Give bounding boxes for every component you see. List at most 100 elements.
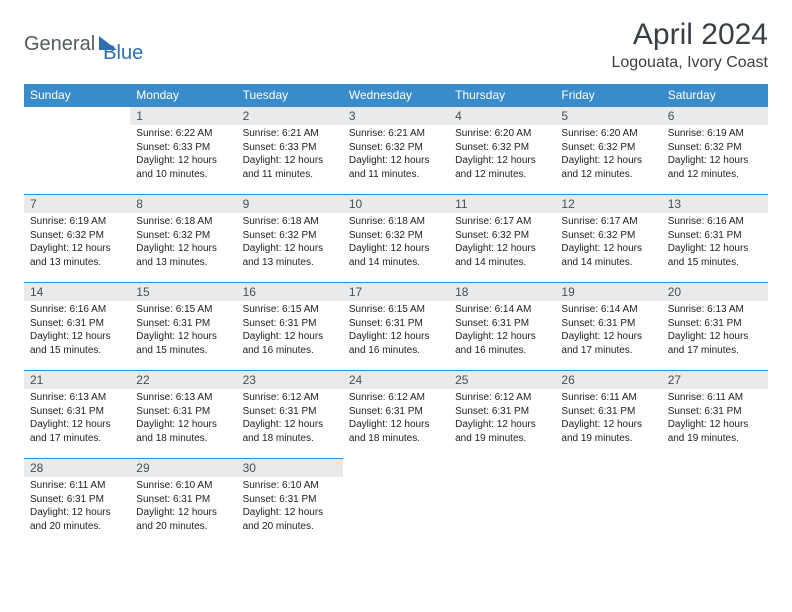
day-number: 22 <box>130 371 236 389</box>
day-number: 9 <box>237 195 343 213</box>
sunset-text: Sunset: 6:32 PM <box>243 229 337 243</box>
sunset-text: Sunset: 6:32 PM <box>455 141 549 155</box>
day-number: 24 <box>343 371 449 389</box>
sunrise-text: Sunrise: 6:14 AM <box>561 303 655 317</box>
calendar-cell <box>662 459 768 547</box>
page-title: April 2024 <box>611 18 768 52</box>
day-details: Sunrise: 6:11 AMSunset: 6:31 PMDaylight:… <box>662 389 768 449</box>
daylight-text: Daylight: 12 hours and 16 minutes. <box>349 330 443 357</box>
sunset-text: Sunset: 6:32 PM <box>349 229 443 243</box>
calendar-cell: 23Sunrise: 6:12 AMSunset: 6:31 PMDayligh… <box>237 371 343 459</box>
day-number: 10 <box>343 195 449 213</box>
calendar-cell: 30Sunrise: 6:10 AMSunset: 6:31 PMDayligh… <box>237 459 343 547</box>
day-number: 6 <box>662 107 768 125</box>
daylight-text: Daylight: 12 hours and 15 minutes. <box>668 242 762 269</box>
sunset-text: Sunset: 6:33 PM <box>243 141 337 155</box>
calendar-cell: 5Sunrise: 6:20 AMSunset: 6:32 PMDaylight… <box>555 107 661 195</box>
day-details: Sunrise: 6:20 AMSunset: 6:32 PMDaylight:… <box>449 125 555 185</box>
day-details: Sunrise: 6:17 AMSunset: 6:32 PMDaylight:… <box>449 213 555 273</box>
calendar-cell: 10Sunrise: 6:18 AMSunset: 6:32 PMDayligh… <box>343 195 449 283</box>
calendar-cell: 18Sunrise: 6:14 AMSunset: 6:31 PMDayligh… <box>449 283 555 371</box>
sunset-text: Sunset: 6:32 PM <box>561 141 655 155</box>
weekday-header: Sunday <box>24 84 130 107</box>
calendar-cell: 19Sunrise: 6:14 AMSunset: 6:31 PMDayligh… <box>555 283 661 371</box>
sunrise-text: Sunrise: 6:11 AM <box>561 391 655 405</box>
sunrise-text: Sunrise: 6:15 AM <box>243 303 337 317</box>
sunrise-text: Sunrise: 6:18 AM <box>349 215 443 229</box>
calendar-cell: 3Sunrise: 6:21 AMSunset: 6:32 PMDaylight… <box>343 107 449 195</box>
sunrise-text: Sunrise: 6:10 AM <box>243 479 337 493</box>
weekday-header-row: SundayMondayTuesdayWednesdayThursdayFrid… <box>24 84 768 107</box>
daylight-text: Daylight: 12 hours and 18 minutes. <box>243 418 337 445</box>
day-number: 23 <box>237 371 343 389</box>
sunrise-text: Sunrise: 6:21 AM <box>243 127 337 141</box>
sunrise-text: Sunrise: 6:21 AM <box>349 127 443 141</box>
sunset-text: Sunset: 6:31 PM <box>349 317 443 331</box>
day-number: 5 <box>555 107 661 125</box>
daylight-text: Daylight: 12 hours and 17 minutes. <box>30 418 124 445</box>
sunrise-text: Sunrise: 6:12 AM <box>455 391 549 405</box>
sunset-text: Sunset: 6:32 PM <box>668 141 762 155</box>
day-details: Sunrise: 6:18 AMSunset: 6:32 PMDaylight:… <box>130 213 236 273</box>
daylight-text: Daylight: 12 hours and 19 minutes. <box>455 418 549 445</box>
calendar-cell: 6Sunrise: 6:19 AMSunset: 6:32 PMDaylight… <box>662 107 768 195</box>
day-details: Sunrise: 6:22 AMSunset: 6:33 PMDaylight:… <box>130 125 236 185</box>
day-number: 29 <box>130 459 236 477</box>
sunset-text: Sunset: 6:31 PM <box>455 405 549 419</box>
weekday-header: Monday <box>130 84 236 107</box>
sunrise-text: Sunrise: 6:16 AM <box>30 303 124 317</box>
day-details: Sunrise: 6:18 AMSunset: 6:32 PMDaylight:… <box>237 213 343 273</box>
daylight-text: Daylight: 12 hours and 20 minutes. <box>30 506 124 533</box>
day-details: Sunrise: 6:18 AMSunset: 6:32 PMDaylight:… <box>343 213 449 273</box>
day-number: 3 <box>343 107 449 125</box>
calendar-cell: 27Sunrise: 6:11 AMSunset: 6:31 PMDayligh… <box>662 371 768 459</box>
day-number: 11 <box>449 195 555 213</box>
daylight-text: Daylight: 12 hours and 15 minutes. <box>30 330 124 357</box>
day-number: 1 <box>130 107 236 125</box>
sunset-text: Sunset: 6:32 PM <box>349 141 443 155</box>
sunrise-text: Sunrise: 6:10 AM <box>136 479 230 493</box>
day-number: 16 <box>237 283 343 301</box>
daylight-text: Daylight: 12 hours and 13 minutes. <box>30 242 124 269</box>
calendar-cell: 25Sunrise: 6:12 AMSunset: 6:31 PMDayligh… <box>449 371 555 459</box>
daylight-text: Daylight: 12 hours and 16 minutes. <box>455 330 549 357</box>
day-number: 12 <box>555 195 661 213</box>
calendar-cell <box>555 459 661 547</box>
day-number: 17 <box>343 283 449 301</box>
daylight-text: Daylight: 12 hours and 16 minutes. <box>243 330 337 357</box>
calendar-cell: 4Sunrise: 6:20 AMSunset: 6:32 PMDaylight… <box>449 107 555 195</box>
day-number: 19 <box>555 283 661 301</box>
day-details: Sunrise: 6:13 AMSunset: 6:31 PMDaylight:… <box>662 301 768 361</box>
day-number: 15 <box>130 283 236 301</box>
sunset-text: Sunset: 6:31 PM <box>668 317 762 331</box>
calendar-week-row: 21Sunrise: 6:13 AMSunset: 6:31 PMDayligh… <box>24 371 768 459</box>
sunset-text: Sunset: 6:31 PM <box>30 493 124 507</box>
daylight-text: Daylight: 12 hours and 14 minutes. <box>455 242 549 269</box>
header: General Blue April 2024 Logouata, Ivory … <box>24 18 768 72</box>
day-details: Sunrise: 6:11 AMSunset: 6:31 PMDaylight:… <box>24 477 130 537</box>
sunset-text: Sunset: 6:31 PM <box>243 493 337 507</box>
day-details: Sunrise: 6:19 AMSunset: 6:32 PMDaylight:… <box>24 213 130 273</box>
day-details: Sunrise: 6:15 AMSunset: 6:31 PMDaylight:… <box>343 301 449 361</box>
sunrise-text: Sunrise: 6:17 AM <box>455 215 549 229</box>
brand-logo: General Blue <box>24 18 143 65</box>
sunset-text: Sunset: 6:31 PM <box>668 405 762 419</box>
sunrise-text: Sunrise: 6:16 AM <box>668 215 762 229</box>
sunset-text: Sunset: 6:31 PM <box>668 229 762 243</box>
brand-text-1: General <box>24 33 95 56</box>
sunrise-text: Sunrise: 6:22 AM <box>136 127 230 141</box>
calendar-week-row: 14Sunrise: 6:16 AMSunset: 6:31 PMDayligh… <box>24 283 768 371</box>
calendar-cell: 24Sunrise: 6:12 AMSunset: 6:31 PMDayligh… <box>343 371 449 459</box>
calendar-cell: 26Sunrise: 6:11 AMSunset: 6:31 PMDayligh… <box>555 371 661 459</box>
sunset-text: Sunset: 6:31 PM <box>136 317 230 331</box>
weekday-header: Saturday <box>662 84 768 107</box>
day-number: 2 <box>237 107 343 125</box>
daylight-text: Daylight: 12 hours and 14 minutes. <box>561 242 655 269</box>
daylight-text: Daylight: 12 hours and 17 minutes. <box>668 330 762 357</box>
calendar-cell: 28Sunrise: 6:11 AMSunset: 6:31 PMDayligh… <box>24 459 130 547</box>
sunset-text: Sunset: 6:31 PM <box>243 405 337 419</box>
day-details: Sunrise: 6:16 AMSunset: 6:31 PMDaylight:… <box>662 213 768 273</box>
sunrise-text: Sunrise: 6:20 AM <box>561 127 655 141</box>
title-block: April 2024 Logouata, Ivory Coast <box>611 18 768 72</box>
sunrise-text: Sunrise: 6:15 AM <box>136 303 230 317</box>
